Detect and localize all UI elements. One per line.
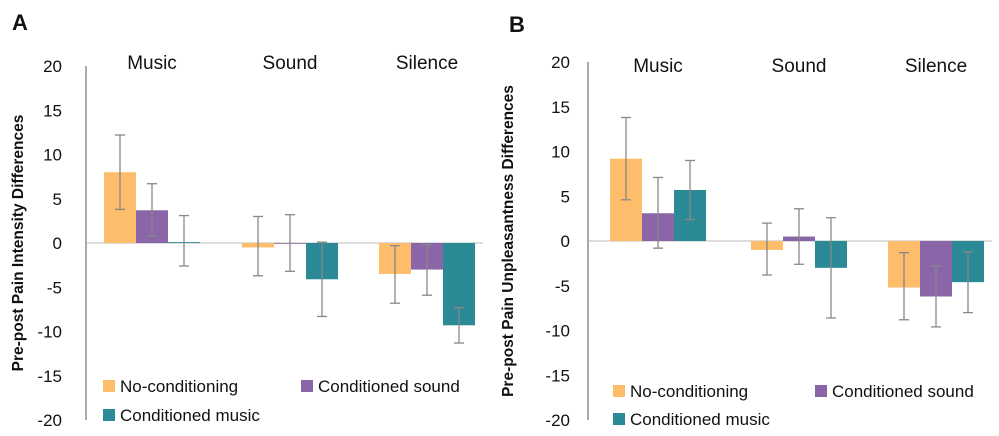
panel-label: A <box>12 10 28 35</box>
category-label: Silence <box>396 53 458 74</box>
y-tick-label: -15 <box>545 366 570 385</box>
legend-label: Conditioned sound <box>318 377 460 396</box>
category-label: Music <box>127 53 177 74</box>
legend-swatch <box>613 413 625 425</box>
y-tick-label: 0 <box>53 234 62 253</box>
y-tick-label: 5 <box>561 187 570 206</box>
y-axis-title: Pre-post Pain Intensity Differences <box>10 115 27 372</box>
bar-chart-a: A Pre-post Pain Intensity Differences 20 15… <box>10 10 483 430</box>
y-axis-title: Pre-post Pain Unpleasantness Differences <box>500 85 517 397</box>
legend-label: Conditioned music <box>630 410 770 429</box>
legend-label: No-conditioning <box>120 377 238 396</box>
y-tick-label: 20 <box>551 53 570 72</box>
legend-swatch <box>301 380 313 392</box>
y-tick-label: -20 <box>545 411 570 430</box>
legend-label: Conditioned sound <box>832 382 974 401</box>
panel-label: B <box>509 12 525 37</box>
y-tick-label: 15 <box>551 98 570 117</box>
legend-label: No-conditioning <box>630 382 748 401</box>
legend-swatch <box>815 385 827 397</box>
y-tick-label: 5 <box>53 190 62 209</box>
legend-label: Conditioned music <box>120 406 260 425</box>
category-label: Sound <box>263 53 318 74</box>
legend-swatch <box>613 385 625 397</box>
legend-swatch <box>103 380 115 392</box>
y-tick-label: 15 <box>43 101 62 120</box>
y-tick-label: -5 <box>555 277 570 296</box>
category-label: Silence <box>905 56 967 77</box>
bar-chart-b: B Pre-post Pain Unpleasantness Difference… <box>500 12 992 430</box>
y-tick-label: -10 <box>545 322 570 341</box>
y-tick-label: 0 <box>561 232 570 251</box>
chart-panel-b: B Pre-post Pain Unpleasantness Difference… <box>499 0 999 436</box>
y-tick-label: -15 <box>37 367 62 386</box>
chart-panel-a: A Pre-post Pain Intensity Differences 20 15… <box>10 10 483 430</box>
y-tick-label: 10 <box>43 146 62 165</box>
y-tick-label: 20 <box>43 57 62 76</box>
y-tick-label: -10 <box>37 323 62 342</box>
category-label: Music <box>633 56 683 77</box>
y-tick-label: -5 <box>47 278 62 297</box>
y-tick-label: -20 <box>37 411 62 430</box>
y-tick-label: 10 <box>551 143 570 162</box>
category-label: Sound <box>772 56 827 77</box>
legend-swatch <box>103 409 115 421</box>
